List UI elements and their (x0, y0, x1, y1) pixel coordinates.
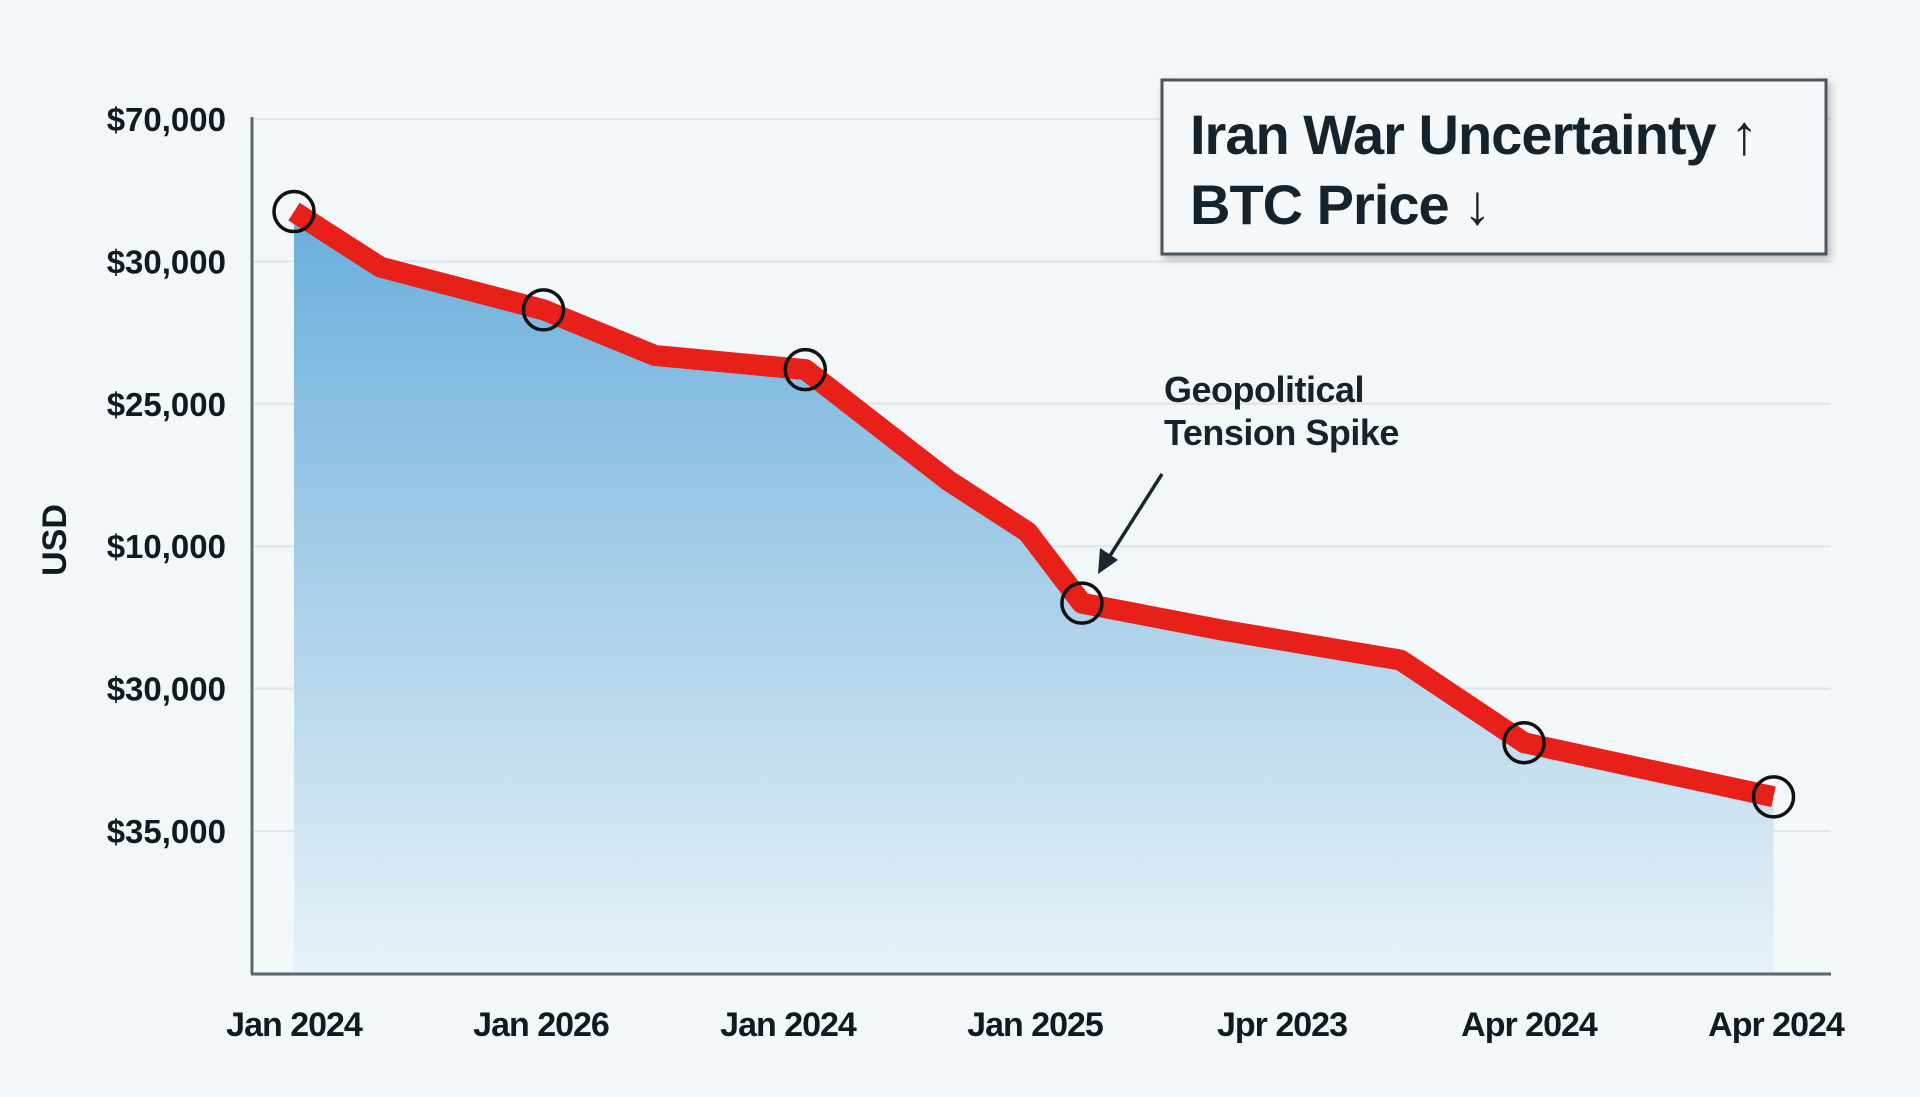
data-point-marker (272, 189, 316, 234)
annotation-line-1: Geopolitical (1164, 369, 1364, 410)
legend-line-btc-price: BTC Price ↓ (1190, 173, 1490, 236)
y-axis-label: USD (36, 504, 74, 576)
y-tick-label: $30,000 (107, 671, 226, 708)
y-tick-label: $70,000 (107, 101, 226, 138)
y-tick-label: $10,000 (107, 528, 226, 565)
x-tick-label: Jan 2025 (967, 1006, 1103, 1044)
x-tick-label: Jan 2024 (226, 1006, 363, 1044)
y-tick-label: $35,000 (107, 813, 226, 850)
legend-box: Iran War Uncertainty ↑ BTC Price ↓ (1160, 78, 1828, 256)
data-point-marker (1502, 720, 1546, 765)
y-tick-label: $30,000 (107, 243, 226, 280)
legend-line-uncertainty: Iran War Uncertainty ↑ (1190, 103, 1757, 166)
annotation: Geopolitical Tension Spike (1098, 369, 1399, 574)
data-point-marker (1751, 775, 1796, 819)
x-tick-label: Jpr 2023 (1217, 1006, 1347, 1044)
x-tick-label: Apr 2024 (1461, 1006, 1598, 1044)
x-tick-label: Jan 2026 (473, 1006, 609, 1044)
price-area-fill (294, 211, 1774, 975)
data-point-marker (783, 347, 828, 392)
x-tick-label: Jan 2024 (720, 1006, 857, 1044)
price-line (288, 202, 1776, 808)
data-point-marker (521, 288, 566, 332)
annotation-line-2: Tension Spike (1164, 412, 1399, 453)
y-tick-label: $25,000 (107, 386, 226, 423)
annotation-arrowhead-icon (1098, 548, 1118, 574)
data-point-marker (1060, 581, 1104, 625)
annotation-arrow (1104, 473, 1164, 563)
x-tick-label: Apr 2024 (1708, 1006, 1845, 1044)
